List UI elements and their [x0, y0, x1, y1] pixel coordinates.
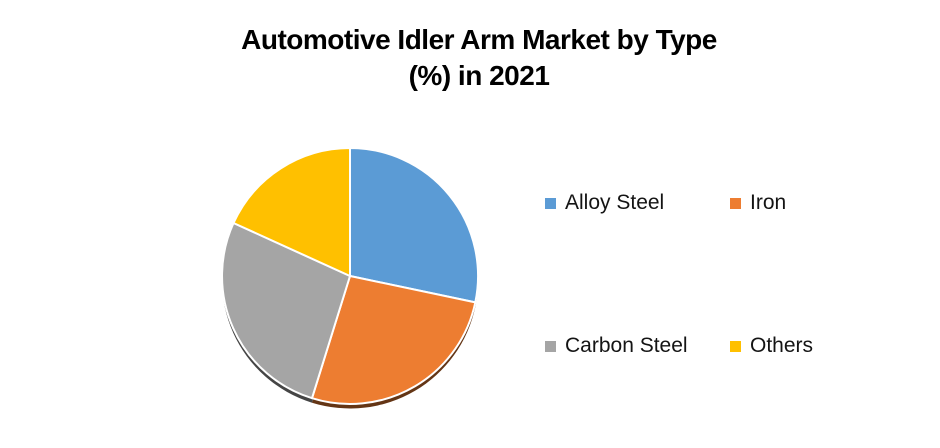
pie-slice-alloy-steel: [349, 147, 480, 304]
legend-item-iron: Iron: [730, 191, 786, 215]
legend-item-others: Others: [730, 334, 813, 358]
legend-item-alloy-steel: Alloy Steel: [545, 191, 664, 215]
legend-swatch-alloy-steel: [545, 197, 556, 209]
legend-label-carbon-steel: Carbon Steel: [565, 334, 688, 357]
chart-title-line1: Automotive Idler Arm Market by Type: [241, 24, 717, 55]
chart-title-line2: (%) in 2021: [408, 60, 550, 91]
legend-item-carbon-steel: Carbon Steel: [545, 334, 688, 358]
legend-label-alloy-steel: Alloy Steel: [565, 191, 665, 214]
pie-slice-others: [232, 147, 351, 277]
pie-slice-iron: [311, 275, 477, 405]
legend-swatch-others: [730, 340, 741, 352]
chart-title: Automotive Idler Arm Market by Type (%) …: [241, 22, 717, 94]
legend-swatch-carbon-steel: [545, 340, 556, 352]
legend-label-iron: Iron: [750, 191, 787, 214]
legend-label-others: Others: [750, 334, 814, 357]
legend-swatch-iron: [730, 197, 741, 209]
pie-slice-carbon-steel: [221, 222, 351, 400]
